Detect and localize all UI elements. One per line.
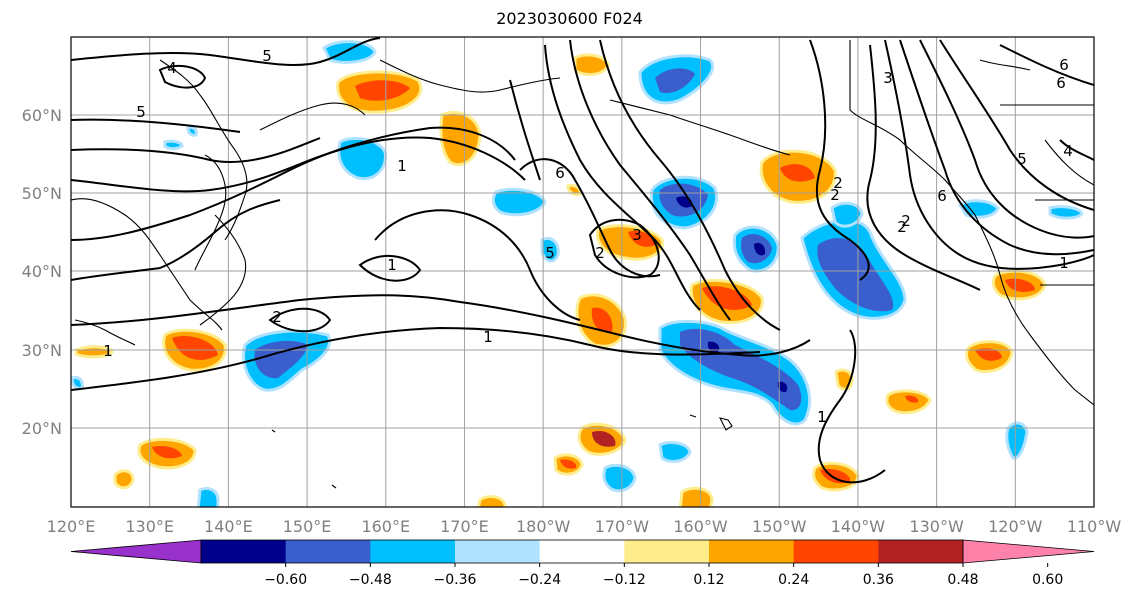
colorbar-segment: [624, 540, 710, 563]
colorbar-segment: [793, 540, 879, 563]
colorbar-tick-label: 0.24: [778, 572, 809, 588]
longitude-tick-label: 120°W: [988, 517, 1043, 536]
longitude-tick-label: 180°W: [516, 517, 571, 536]
colorbar-tick-label: 0.36: [863, 572, 894, 588]
longitude-tick-label: 150°W: [752, 517, 807, 536]
contour-label: 5: [1017, 150, 1027, 168]
colorbar-extend-high: [962, 539, 1095, 564]
colorbar-tick-labels: −0.60 −0.48 −0.36 −0.24 −0.12 0.12 0.24 0.36 0.4…: [264, 563, 1063, 588]
contour-label: 1: [1059, 254, 1069, 272]
colorbar-segment: [370, 540, 456, 563]
contour-label: 5: [262, 47, 272, 65]
contour-label: 6: [1056, 74, 1066, 92]
contour-label: 2: [901, 212, 911, 230]
colorbar-tick-label: 0.60: [1032, 572, 1063, 588]
longitude-tick-label: 140°E: [204, 517, 253, 536]
coastlines: [71, 40, 1094, 489]
contour-label: 5: [136, 103, 146, 121]
longitude-tick-label: 140°W: [831, 517, 886, 536]
colorbar-tick-label: 0.48: [947, 572, 978, 588]
longitude-tick-label: 170°E: [440, 517, 489, 536]
contour-label: 6: [937, 187, 947, 205]
colorbar-segment: [878, 540, 964, 563]
contour-label: 1: [483, 328, 493, 346]
latitude-tick-label: 60°N: [22, 106, 62, 125]
contour-label: 2: [595, 244, 605, 262]
colorbar-tick-label: −0.24: [518, 572, 561, 588]
contour-label: 3: [632, 226, 642, 244]
latitude-tick-label: 40°N: [22, 262, 62, 281]
longitude-tick-label: 110°W: [1067, 517, 1122, 536]
contour-label: 6: [555, 164, 565, 182]
map-frame: [70, 36, 1095, 508]
contour-label: 4: [167, 59, 177, 77]
contour-label: 2: [897, 218, 907, 236]
colorbar-frame: [200, 539, 964, 564]
longitude-tick-label: 120°E: [47, 517, 96, 536]
contour-label: 1: [387, 256, 397, 274]
contour-label: 2: [833, 174, 843, 192]
longitude-tick-label: 160°E: [361, 517, 410, 536]
latitude-tick-label: 20°N: [22, 419, 62, 438]
contour-label: 1: [397, 157, 407, 175]
colorbar-segment: [709, 540, 795, 563]
colorbar-tick-label: −0.60: [264, 572, 307, 588]
colorbar-tick-label: 0.12: [693, 572, 724, 588]
colorbar-segment: [455, 540, 541, 563]
positive-anomaly-areas: [74, 53, 1047, 507]
colorbar-segment: [285, 540, 371, 563]
contour-label: 6: [1059, 56, 1069, 74]
colorbar: [70, 539, 1095, 564]
contour-label: 2: [272, 308, 282, 326]
latitude-tick-label: 50°N: [22, 184, 62, 203]
colorbar-segment: [201, 540, 287, 563]
colorbar-tick-label: −0.12: [603, 572, 646, 588]
contour-lines: [71, 37, 1094, 484]
colorbar-segment: [539, 540, 625, 563]
longitude-tick-label: 160°W: [673, 517, 728, 536]
longitude-tick-label: 130°E: [125, 517, 174, 536]
latitude-tick-label: 30°N: [22, 341, 62, 360]
contour-label: 2: [830, 186, 840, 204]
longitude-tick-label: 170°W: [595, 517, 650, 536]
colorbar-tick-label: −0.36: [434, 572, 477, 588]
latitude-tick-labels: 20°N 30°N 40°N 50°N 60°N: [22, 106, 62, 438]
contour-label: 1: [103, 342, 113, 360]
longitude-tick-label: 130°W: [909, 517, 964, 536]
contour-label: 4: [1063, 142, 1073, 160]
contour-label: 1: [817, 408, 827, 426]
contour-label: 5: [545, 244, 555, 262]
longitude-tick-label: 150°E: [283, 517, 332, 536]
colorbar-tick-label: −0.48: [349, 572, 392, 588]
longitude-tick-labels: 120°E 130°E 140°E 150°E 160°E 170°E 180°W 170°W…: [47, 517, 1122, 536]
contour-label: 3: [883, 69, 893, 87]
colorbar-extend-low: [70, 539, 202, 564]
map-title: 2023030600 F024: [496, 9, 643, 28]
contour-label: 1: [817, 408, 827, 426]
